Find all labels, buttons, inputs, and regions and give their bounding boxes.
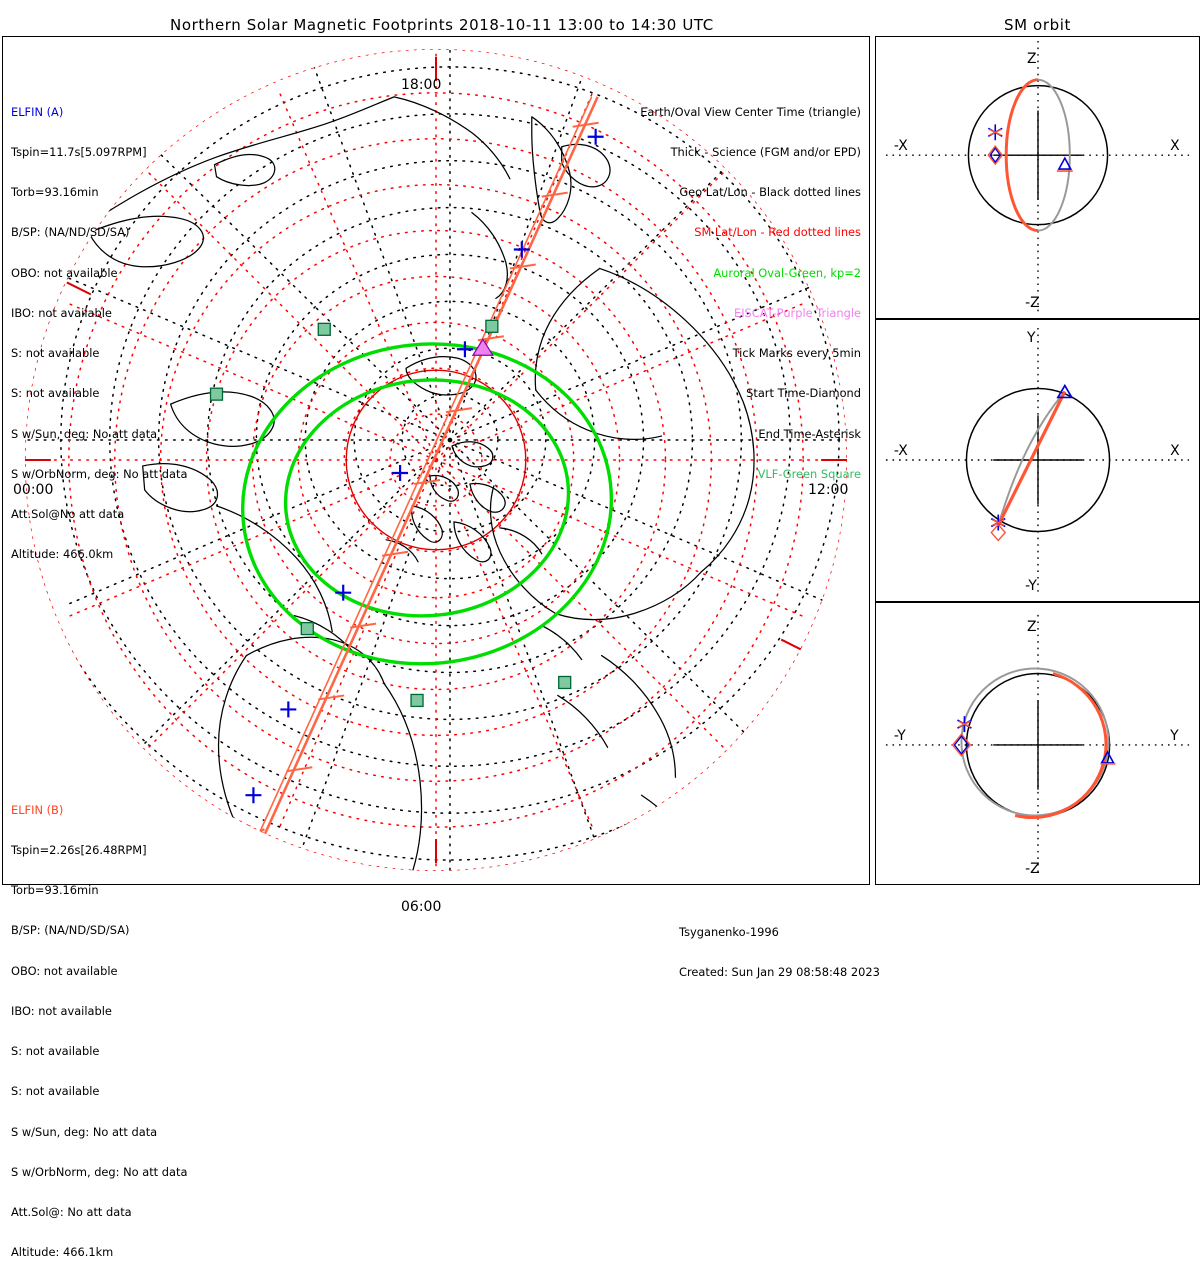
elfin-a-altitude: Altitude: 466.0km — [11, 547, 114, 562]
clock-label-bottom: 06:00 — [401, 899, 442, 915]
clock-label-left: 00:00 — [13, 482, 54, 498]
legend-center-time: Earth/Oval View Center Time (triangle) — [640, 104, 861, 119]
orbit-yz-label-left: -Y — [894, 728, 906, 744]
legend-start-time: Start Time-Diamond — [746, 386, 861, 401]
coastlines — [62, 96, 755, 872]
orbit-gray-xy — [997, 390, 1066, 526]
satellite-tracks — [233, 96, 604, 872]
legend-end-time: End Time-Asterisk — [758, 426, 861, 441]
earth-circle-xz — [967, 84, 1109, 226]
orbit-markers-yz — [951, 716, 1116, 765]
elfin-b-torb: Torb=93.16min — [11, 883, 99, 898]
track-elfin-b — [257, 96, 593, 836]
elfin-b-s1: S: not available — [11, 1044, 100, 1059]
elfin-b-obo: OBO: not available — [11, 963, 118, 978]
elfin-a-info-block: ELFIN (A) Tspin=11.7s[5.097RPM] Torb=93.… — [11, 79, 187, 588]
earth-circle-xy — [965, 387, 1111, 533]
orbit-view-xy: Y -Y -X X — [875, 319, 1200, 602]
elfin-b-sun-angle: S w/Sun, deg: No att data — [11, 1124, 158, 1139]
solar-magnetic-footprints-figure: Northern Solar Magnetic Footprints 2018-… — [2, 16, 1200, 1259]
orbit-view-xz: Z -Z -X X — [875, 36, 1200, 319]
elfin-a-orbnorm-angle: S w/OrbNorm, deg: No att data — [11, 466, 188, 481]
elfin-b-altitude: Altitude: 466.1km — [11, 1245, 114, 1260]
orbit-view-yz: Z -Z -Y Y — [875, 602, 1200, 885]
orbit-markers-xy — [990, 383, 1074, 542]
elfin-b-ibo: IBO: not available — [11, 1003, 112, 1018]
orbit-xy-plot: Y -Y -X X — [885, 327, 1190, 594]
orbit-panel-title: SM orbit — [1004, 16, 1071, 34]
elfin-a-name: ELFIN (A) — [11, 104, 64, 119]
orbit-xz-label-left: -X — [894, 138, 908, 154]
center-time-triangle-xz — [1057, 156, 1073, 170]
orbit-xy-label-bottom: -Y — [1025, 578, 1037, 594]
orbit-xz-center-cross — [993, 110, 1083, 200]
elfin-b-name: ELFIN (B) — [11, 802, 64, 817]
elfin-a-ibo: IBO: not available — [11, 305, 112, 320]
orbit-gray-yz — [960, 667, 1110, 817]
clock-label-right: 12:00 — [808, 482, 849, 498]
polar-map-panel: 18:00 06:00 00:00 12:00 ELFIN (A) Tspin=… — [2, 36, 880, 1259]
orbit-xy-label-right: X — [1170, 443, 1180, 459]
legend-eiscat: EISCAT-Purple Triangle — [734, 305, 861, 320]
sm-latlon-grid — [24, 48, 848, 872]
elfin-a-tspin: Tspin=11.7s[5.097RPM] — [11, 145, 147, 160]
orbit-xz-label-right: X — [1170, 138, 1180, 154]
orbit-yz-plot: Z -Z -Y Y — [885, 614, 1190, 877]
elfin-a-obo: OBO: not available — [11, 265, 118, 280]
orbit-xz-plot: Z -Z -X X — [885, 40, 1190, 314]
orbit-xz-label-top: Z — [1027, 51, 1037, 67]
model-name: Tsyganenko-1996 — [679, 924, 779, 939]
orbit-yz-label-top: Z — [1027, 619, 1037, 635]
legend-auroral-oval: Auroral Oval-Green, kp=2 — [713, 265, 861, 280]
orbit-xy-label-left: -X — [894, 443, 908, 459]
tick-marks — [286, 121, 599, 773]
legend-vlf: VLF-Green Square — [757, 466, 861, 481]
orbit-markers-xz — [987, 124, 1073, 172]
polar-map-plot — [24, 48, 848, 872]
elfin-b-s2: S: not available — [11, 1084, 100, 1099]
vlf-green-squares — [209, 319, 572, 708]
elfin-a-attsol: Att.Sol@No att data — [11, 507, 125, 521]
eiscat-purple-triangle — [471, 338, 494, 356]
legend-sm-grid: SM Lat/Lon - Red dotted lines — [694, 225, 861, 240]
start-time-diamond — [235, 843, 275, 872]
elfin-a-bsp: B/SP: (NA/ND/SD/SA) — [11, 225, 130, 240]
orbit-red-xy — [996, 390, 1067, 527]
elfin-b-bsp: B/SP: (NA/ND/SD/SA) — [11, 923, 130, 938]
orbit-red-xz — [1004, 78, 1039, 233]
credit-block: Tsyganenko-1996 Created: Sun Jan 29 08:5… — [679, 899, 880, 1006]
legend-thick-science: Thick - Science (FGM and/or EPD) — [670, 145, 861, 160]
orbit-xz-label-bottom: -Z — [1025, 295, 1040, 311]
elfin-a-s2: S: not available — [11, 386, 100, 401]
elfin-a-s1: S: not available — [11, 346, 100, 361]
elfin-a-torb: Torb=93.16min — [11, 185, 99, 200]
track-elfin-a — [263, 96, 599, 836]
legend-tick-marks: Tick Marks every 5min — [732, 346, 861, 361]
center-time-triangle-yz — [1100, 750, 1115, 764]
orbit-xy-label-top: Y — [1026, 330, 1036, 346]
center-time-triangle-xy — [1056, 383, 1074, 399]
legend-geo-grid: Geo Lat/Lon - Black dotted lines — [679, 185, 861, 200]
start-diamond-xz — [987, 145, 1004, 166]
elfin-b-attsol: Att.Sol@: No att data — [11, 1205, 132, 1219]
elfin-b-orbnorm-angle: S w/OrbNorm, deg: No att data — [11, 1164, 188, 1179]
page-title: Northern Solar Magnetic Footprints 2018-… — [170, 16, 714, 34]
orbit-yz-center-cross — [993, 700, 1083, 790]
elfin-b-tspin: Tspin=2.26s[26.48RPM] — [11, 843, 147, 858]
end-time-asterisk — [233, 825, 266, 852]
map-legend: Earth/Oval View Center Time (triangle) T… — [640, 79, 861, 508]
auroral-oval — [241, 342, 614, 666]
sm-inner-circle — [345, 369, 527, 551]
orbit-yz-label-right: Y — [1169, 728, 1179, 744]
elfin-a-sun-angle: S w/Sun, deg: No att data — [11, 426, 158, 441]
start-diamond-yz — [953, 734, 970, 756]
elfin-b-info-block: ELFIN (B) Tspin=2.26s[26.48RPM] Torb=93.… — [11, 777, 187, 1286]
clock-label-top: 18:00 — [401, 77, 442, 93]
geo-latlon-grid — [24, 48, 848, 872]
orbit-yz-label-bottom: -Z — [1025, 861, 1040, 877]
created-timestamp: Created: Sun Jan 29 08:58:48 2023 — [679, 965, 880, 980]
track-plus-markers — [245, 128, 604, 804]
start-diamond-xy — [990, 523, 1007, 542]
